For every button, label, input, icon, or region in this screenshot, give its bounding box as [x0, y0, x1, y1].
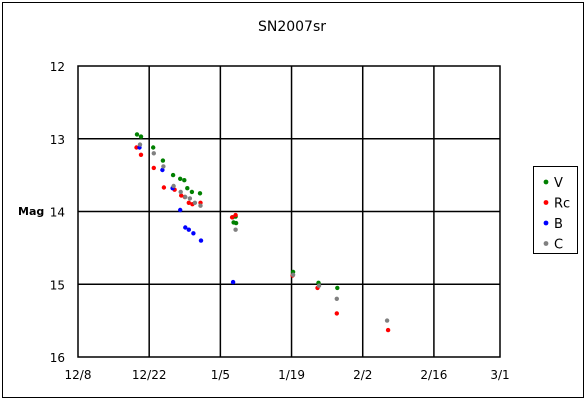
data-point-c — [192, 200, 198, 205]
data-point-rc — [229, 215, 235, 220]
x-tick-label: 1/5 — [211, 368, 230, 382]
data-point-c — [384, 318, 390, 323]
data-point-c — [316, 283, 322, 288]
data-point-c — [290, 272, 296, 277]
grid-layer — [78, 66, 500, 357]
data-point-b — [186, 227, 191, 232]
legend-label-c: C — [554, 238, 563, 253]
data-point-c — [183, 194, 188, 200]
legend-marker-b — [543, 220, 549, 226]
x-tick-label: 1/19 — [278, 368, 305, 382]
data-point-rc — [179, 193, 184, 198]
data-points — [134, 132, 391, 333]
data-point-c — [198, 203, 203, 208]
legend-label-rc: Rc — [554, 197, 570, 212]
data-point-c — [334, 296, 339, 301]
legend-marker-rc — [543, 200, 549, 205]
data-point-b — [230, 279, 236, 285]
data-point-b — [191, 231, 196, 236]
x-tick-label: 2/2 — [353, 368, 372, 382]
legend-box — [533, 166, 578, 254]
chart-title: SN2007sr — [258, 19, 326, 35]
data-point-c — [171, 183, 176, 189]
y-axis-label: Mag — [18, 205, 44, 218]
data-point-v — [134, 132, 140, 137]
data-point-b — [178, 207, 183, 213]
data-point-v — [160, 158, 166, 163]
legend-items: V Rc BC — [543, 176, 570, 253]
data-point-b — [198, 238, 204, 243]
y-tick-label: 16 — [50, 351, 65, 365]
data-point-c — [178, 189, 183, 195]
data-point-c — [151, 151, 156, 156]
x-tick-label: 2/16 — [420, 368, 447, 382]
legend-marker-v — [543, 179, 549, 185]
data-point-v — [233, 220, 239, 226]
legend-label-v: V — [554, 176, 563, 191]
data-point-c — [233, 227, 238, 232]
data-point-rc — [186, 200, 191, 205]
data-point-rc — [138, 152, 144, 157]
x-tick-label: 12/8 — [65, 368, 92, 382]
y-tick-label: 12 — [50, 60, 65, 74]
legend: V Rc BC — [533, 166, 578, 254]
tick-labels: 12/8 12/22 1/5 1/19 2/2 2/16 3/1 12 13 14 15 16 — [50, 60, 510, 382]
data-point-rc — [334, 311, 339, 316]
y-tick-label: 15 — [50, 278, 65, 292]
x-tick-label: 12/22 — [132, 368, 167, 382]
y-tick-label: 13 — [50, 133, 65, 147]
data-point-c — [187, 196, 193, 201]
data-point-v — [197, 191, 203, 196]
data-point-b — [160, 167, 165, 173]
data-point-v — [151, 145, 156, 150]
data-point-rc — [385, 327, 391, 333]
data-point-c — [161, 164, 166, 169]
x-tick-label: 3/1 — [490, 368, 509, 382]
data-point-v — [189, 189, 195, 195]
data-point-v — [182, 178, 187, 183]
data-point-v — [178, 176, 183, 181]
data-point-b — [183, 225, 188, 230]
y-tick-label: 14 — [50, 206, 65, 220]
data-point-c — [137, 142, 143, 147]
data-point-rc — [151, 165, 156, 171]
legend-label-b: B — [554, 217, 563, 232]
data-point-v — [335, 285, 340, 291]
data-point-v — [170, 172, 176, 178]
data-point-rc — [233, 212, 238, 218]
legend-marker-c — [543, 241, 549, 246]
data-point-rc — [161, 185, 167, 190]
data-point-v — [138, 134, 144, 139]
data-point-v — [185, 186, 190, 191]
